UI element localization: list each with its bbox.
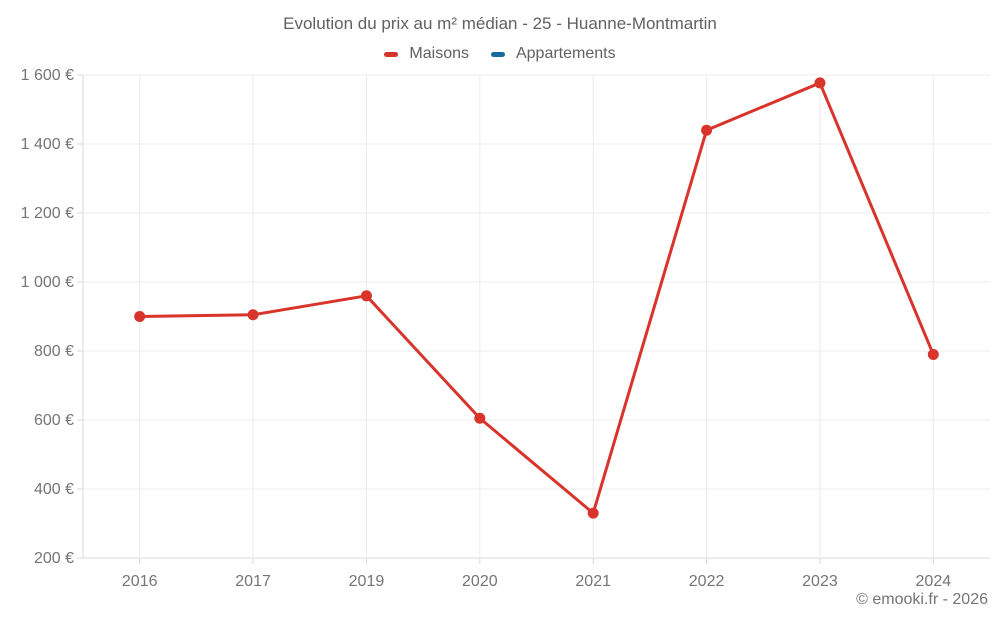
- series-line: [138, 81, 935, 515]
- x-axis-label: 2022: [689, 573, 725, 590]
- x-axis-label: 2017: [235, 573, 271, 590]
- data-point[interactable]: [701, 124, 713, 136]
- data-point[interactable]: [360, 290, 372, 302]
- data-point[interactable]: [927, 348, 939, 360]
- x-axis-label: 2019: [349, 573, 385, 590]
- legend-label-maisons: Maisons: [409, 45, 469, 62]
- y-axis-label: 800 €: [34, 343, 74, 360]
- x-axis-label: 2016: [122, 573, 158, 590]
- legend-swatch-appartements: [490, 51, 505, 57]
- y-axis-label: 1 000 €: [21, 274, 74, 291]
- data-point[interactable]: [814, 77, 826, 89]
- x-axis-label: 2024: [916, 573, 952, 590]
- y-axis-label: 1 400 €: [21, 136, 74, 153]
- x-axis-label: 2023: [802, 573, 838, 590]
- legend-item-appartements[interactable]: Appartements: [490, 45, 616, 63]
- y-axis-label: 400 €: [34, 481, 74, 498]
- y-axis-label: 600 €: [34, 412, 74, 429]
- chart-title: Evolution du prix au m² médian - 25 - Hu…: [283, 14, 717, 33]
- legend-item-maisons[interactable]: Maisons: [384, 45, 469, 63]
- y-axis-label: 200 €: [34, 550, 74, 567]
- data-point[interactable]: [134, 311, 146, 322]
- data-point[interactable]: [587, 507, 599, 519]
- x-axis-label: 2021: [575, 573, 611, 590]
- x-axis-label: 2020: [462, 573, 498, 590]
- legend-label-appartements: Appartements: [515, 45, 616, 62]
- data-point[interactable]: [474, 412, 486, 424]
- chart-legend: Maisons Appartements: [0, 45, 1000, 63]
- y-axis-label: 1 200 €: [21, 205, 74, 222]
- copyright-text: © emooki.fr - 2026: [856, 591, 988, 608]
- data-point[interactable]: [247, 309, 259, 321]
- y-axis-label: 1 600 €: [21, 67, 74, 84]
- legend-swatch-maisons: [384, 51, 399, 57]
